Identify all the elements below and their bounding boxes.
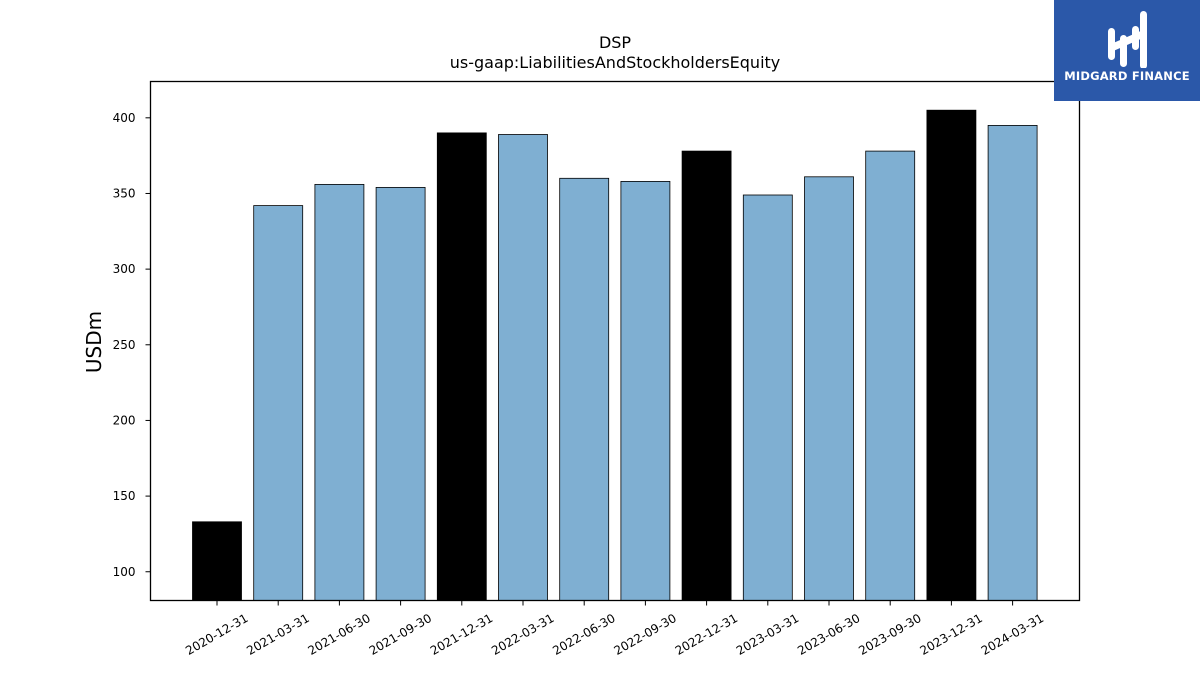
bar-2023-03-31 bbox=[742, 194, 793, 601]
x-tick-label: 2022-06-30 bbox=[550, 611, 617, 658]
y-tick-label: 300 bbox=[113, 262, 136, 276]
bar-2021-09-30 bbox=[375, 186, 426, 601]
plot-frame bbox=[149, 80, 1081, 602]
x-tick-label: 2023-06-30 bbox=[795, 611, 862, 658]
x-tick-label: 2024-03-31 bbox=[979, 611, 1046, 658]
bar-2023-12-31 bbox=[926, 109, 977, 601]
chart-title: DSP bbox=[599, 33, 631, 52]
y-tick-label: 150 bbox=[113, 489, 136, 503]
x-tick-label: 2021-03-31 bbox=[244, 611, 311, 658]
bar-2024-03-31 bbox=[987, 125, 1038, 601]
x-tick-label: 2022-03-31 bbox=[489, 611, 556, 658]
x-tick-label: 2023-09-30 bbox=[856, 611, 923, 658]
midgard-finance-logo: MIDGARD FINANCE bbox=[1054, 0, 1200, 101]
x-tick-label: 2022-09-30 bbox=[611, 611, 678, 658]
y-tick-label: 100 bbox=[113, 565, 136, 579]
bar-2022-03-31 bbox=[498, 134, 548, 601]
y-tick-label: 250 bbox=[113, 338, 136, 352]
bar-2023-09-30 bbox=[865, 150, 916, 601]
bar-2022-12-31 bbox=[681, 150, 732, 601]
y-axis: 100 150 200 250 300 350 400 bbox=[113, 111, 151, 579]
midgard-logo-icon bbox=[1108, 11, 1147, 68]
y-tick-label: 350 bbox=[113, 186, 136, 200]
x-tick-label: 2021-09-30 bbox=[367, 611, 434, 658]
bar-2023-06-30 bbox=[804, 176, 854, 601]
bar-2020-12-31 bbox=[192, 521, 242, 601]
x-axis: 2020-12-312021-03-312021-06-302021-09-30… bbox=[183, 600, 1046, 658]
bar-2022-06-30 bbox=[559, 177, 610, 601]
x-tick-label: 2021-12-31 bbox=[428, 611, 495, 658]
bar-2021-03-31 bbox=[253, 205, 304, 601]
x-tick-label: 2023-03-31 bbox=[734, 611, 801, 658]
x-tick-label: 2021-06-30 bbox=[305, 611, 372, 658]
x-tick-label: 2023-12-31 bbox=[917, 611, 984, 658]
x-tick-label: 2022-12-31 bbox=[673, 611, 740, 658]
bars-group bbox=[192, 109, 1038, 601]
bar-2022-09-30 bbox=[620, 180, 671, 601]
y-tick-label: 200 bbox=[113, 413, 136, 427]
bar-2021-06-30 bbox=[314, 183, 365, 601]
bar-2021-12-31 bbox=[436, 132, 487, 601]
y-tick-label: 400 bbox=[113, 111, 136, 125]
logo-text: MIDGARD FINANCE bbox=[1064, 69, 1190, 83]
chart-subtitle: us-gaap:LiabilitiesAndStockholdersEquity bbox=[450, 53, 781, 72]
y-axis-label: USDm bbox=[82, 311, 106, 373]
x-tick-label: 2020-12-31 bbox=[183, 611, 250, 658]
